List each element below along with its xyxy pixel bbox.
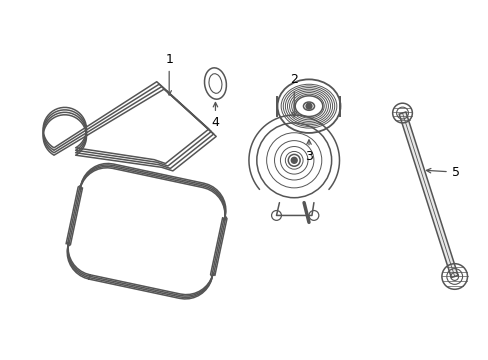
Text: 3: 3: [305, 140, 312, 163]
Text: 4: 4: [211, 103, 219, 129]
Text: 2: 2: [290, 73, 298, 117]
Polygon shape: [398, 112, 457, 278]
Text: 1: 1: [165, 53, 173, 95]
Circle shape: [305, 103, 311, 109]
Text: 5: 5: [426, 166, 459, 179]
Circle shape: [291, 157, 297, 163]
